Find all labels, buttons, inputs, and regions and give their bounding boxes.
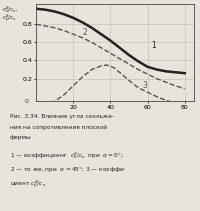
Text: Рис. 3.34. Влияние угла скольже-: Рис. 3.34. Влияние угла скольже-: [10, 114, 114, 119]
Text: 1 — коэффициент  $c_x^{\beta}/c_x$  при  $\alpha=0°$;: 1 — коэффициент $c_x^{\beta}/c_x$ при $\…: [10, 150, 124, 161]
Text: $c_x^{\beta}/c_x$,: $c_x^{\beta}/c_x$,: [2, 4, 18, 15]
Text: 1: 1: [151, 41, 156, 50]
Text: ния на сопротивления плоской: ния на сопротивления плоской: [10, 124, 107, 130]
Text: 0: 0: [25, 99, 29, 104]
Text: 2: 2: [82, 28, 87, 37]
Text: 2 — то же, при  $\alpha=45°$; 3 — коэффи-: 2 — то же, при $\alpha=45°$; 3 — коэффи-: [10, 165, 127, 174]
Text: циент $c_y^{\beta}/c_x$: циент $c_y^{\beta}/c_x$: [10, 179, 46, 191]
Text: 3: 3: [142, 81, 147, 90]
Text: $c_y^{\beta}/c_x$: $c_y^{\beta}/c_x$: [2, 13, 17, 25]
Text: фермы: фермы: [10, 135, 32, 140]
